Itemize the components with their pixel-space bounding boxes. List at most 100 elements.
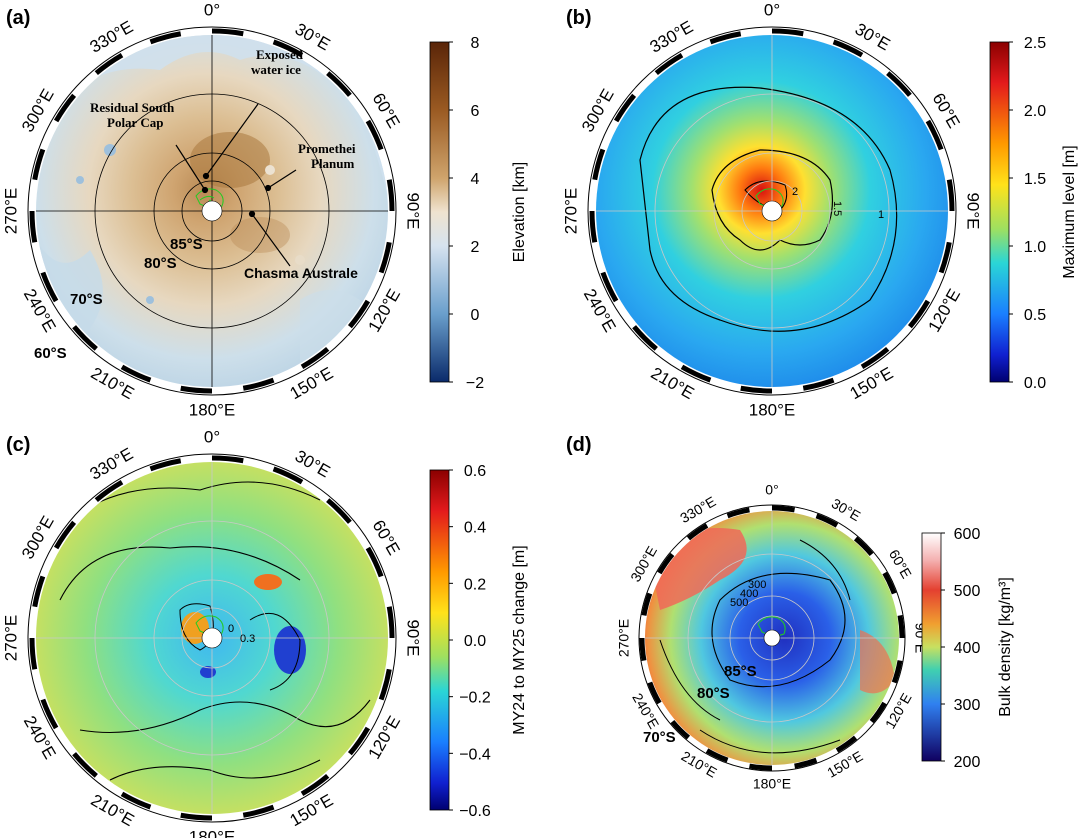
rim-segment	[326, 71, 352, 97]
lat-80s: 80°S	[144, 255, 177, 272]
panel-d-letter: (d)	[566, 434, 592, 456]
colorbar-tick-label: 0.2	[464, 576, 486, 593]
lon-label: 60°E	[369, 517, 404, 559]
rim-segment	[600, 271, 619, 303]
rim-segment	[802, 377, 835, 391]
colorbar-tick-label: 0	[471, 307, 480, 324]
rim-segment	[641, 592, 653, 616]
rim-segment	[680, 364, 712, 383]
rim-segment	[897, 614, 905, 639]
rim-segment	[300, 773, 330, 797]
lon-label: 300°E	[18, 86, 58, 136]
rim-segment	[686, 523, 709, 541]
lon-label: 90°E	[404, 619, 423, 656]
lon-label: 90°E	[964, 192, 983, 229]
rim-segment	[29, 210, 38, 243]
rim-segment	[53, 520, 77, 550]
rim-segment	[272, 466, 304, 485]
panel-a: (a) Res	[1, 0, 422, 419]
rim-segment	[592, 148, 606, 181]
lon-label: 60°E	[929, 90, 964, 132]
lon-label: 330°E	[87, 444, 137, 484]
lon-label: 270°E	[616, 619, 632, 657]
lon-label: 0°	[764, 0, 780, 19]
colorbar-tick-label: 600	[954, 526, 981, 543]
panel-c: (c) 0 0.3 0° 30°E 60°E 90°E 120°E 150°E 180°E 2…	[1, 427, 422, 838]
lon-label: 300°E	[578, 86, 618, 136]
colorbar-d-label: Bulk density [kg/m³]	[997, 577, 1014, 717]
rim-segment	[94, 52, 124, 76]
colorbar-tick-label: −2	[466, 375, 484, 392]
rim-segment	[835, 735, 858, 753]
rim-segment	[40, 698, 59, 730]
lon-label: 180°E	[189, 827, 236, 838]
rim-segment	[272, 39, 304, 58]
rim-segment	[53, 93, 77, 123]
lon-label: 120°E	[364, 713, 404, 763]
rim-segment	[211, 455, 244, 464]
panel-c-letter: (c)	[6, 434, 30, 456]
rim-segment	[180, 385, 213, 394]
contour-d-400: 400	[740, 588, 758, 600]
rim-segment	[378, 668, 392, 701]
lon-label: 30°E	[292, 446, 334, 481]
lat-70s: 70°S	[70, 291, 103, 308]
lon-label: 0°	[204, 427, 220, 446]
panel-b: (b) 2 1.5 1 0° 30°E 60°E 90°E 120°E 150°E 180°…	[561, 0, 982, 419]
contour-d-500: 500	[730, 597, 748, 609]
rim-segment	[386, 606, 395, 639]
lon-label: 30°E	[829, 495, 863, 524]
lon-label: 150°E	[287, 790, 337, 830]
lon-label: 120°E	[882, 690, 915, 731]
panel-a-pole-hole	[201, 200, 223, 222]
rim-segment	[40, 271, 59, 303]
rim-segment	[386, 179, 395, 212]
lon-label: 180°E	[189, 400, 236, 419]
colorbar-tick-label: 300	[954, 697, 981, 714]
rim-segment	[347, 299, 371, 329]
rim-segment	[32, 148, 46, 181]
rim-segment	[347, 726, 371, 756]
colorbar-c: 0.6 0.4 0.2 0.0 −0.2 −0.4 −0.6 MY24 to MY25 ch…	[429, 463, 528, 820]
rim-segment	[891, 660, 903, 684]
lat-85s: 85°S	[170, 236, 203, 253]
rim-segment	[794, 757, 818, 769]
colorbar-b-label: Maximum level [m]	[1061, 145, 1078, 278]
lat-60s: 60°S	[34, 345, 67, 362]
panel-a-frame-outer	[27, 26, 397, 396]
rim-segment	[300, 346, 330, 370]
colorbar-tick-label: 400	[954, 640, 981, 657]
rim-segment	[180, 812, 213, 821]
colorbar-tick-label: 0.4	[464, 520, 486, 537]
rim-segment	[832, 39, 864, 58]
lon-label: 150°E	[824, 748, 865, 781]
colorbar-tick-label: −0.6	[459, 803, 491, 820]
lon-label: 330°E	[87, 17, 137, 57]
lon-label: 330°E	[677, 493, 718, 526]
lat-d-70s: 70°S	[643, 729, 676, 746]
rim-segment	[365, 546, 384, 578]
rim-segment	[639, 637, 647, 662]
rim-segment	[242, 804, 275, 818]
rim-segment	[907, 299, 931, 329]
colorbar-tick-label: 1.0	[1024, 239, 1046, 256]
rim-segment	[886, 71, 912, 97]
rim-segment	[726, 507, 750, 519]
rim-segment	[771, 28, 804, 37]
rim-segment	[925, 119, 944, 151]
lon-label: 270°E	[1, 188, 20, 235]
panel-a-pointers	[175, 103, 297, 267]
colorbar-tick-label: 4	[471, 171, 480, 188]
colorbar-a: 8 6 4 2 0 −2 Elevation [km]	[429, 35, 528, 392]
lon-label: 180°E	[749, 400, 796, 419]
contour-d-300: 300	[748, 579, 766, 591]
colorbar-tick-label: 0.0	[464, 633, 486, 650]
colorbar-tick-label: 2	[471, 239, 480, 256]
rim-segment	[632, 325, 658, 351]
rim-segment	[771, 505, 796, 513]
lon-label: 150°E	[287, 363, 337, 403]
colorbar-b: 2.5 2.0 1.5 1.0 0.5 0.0 Maximum level [m]	[989, 35, 1078, 392]
lon-label: 180°E	[753, 776, 791, 792]
lon-label: 330°E	[647, 17, 697, 57]
